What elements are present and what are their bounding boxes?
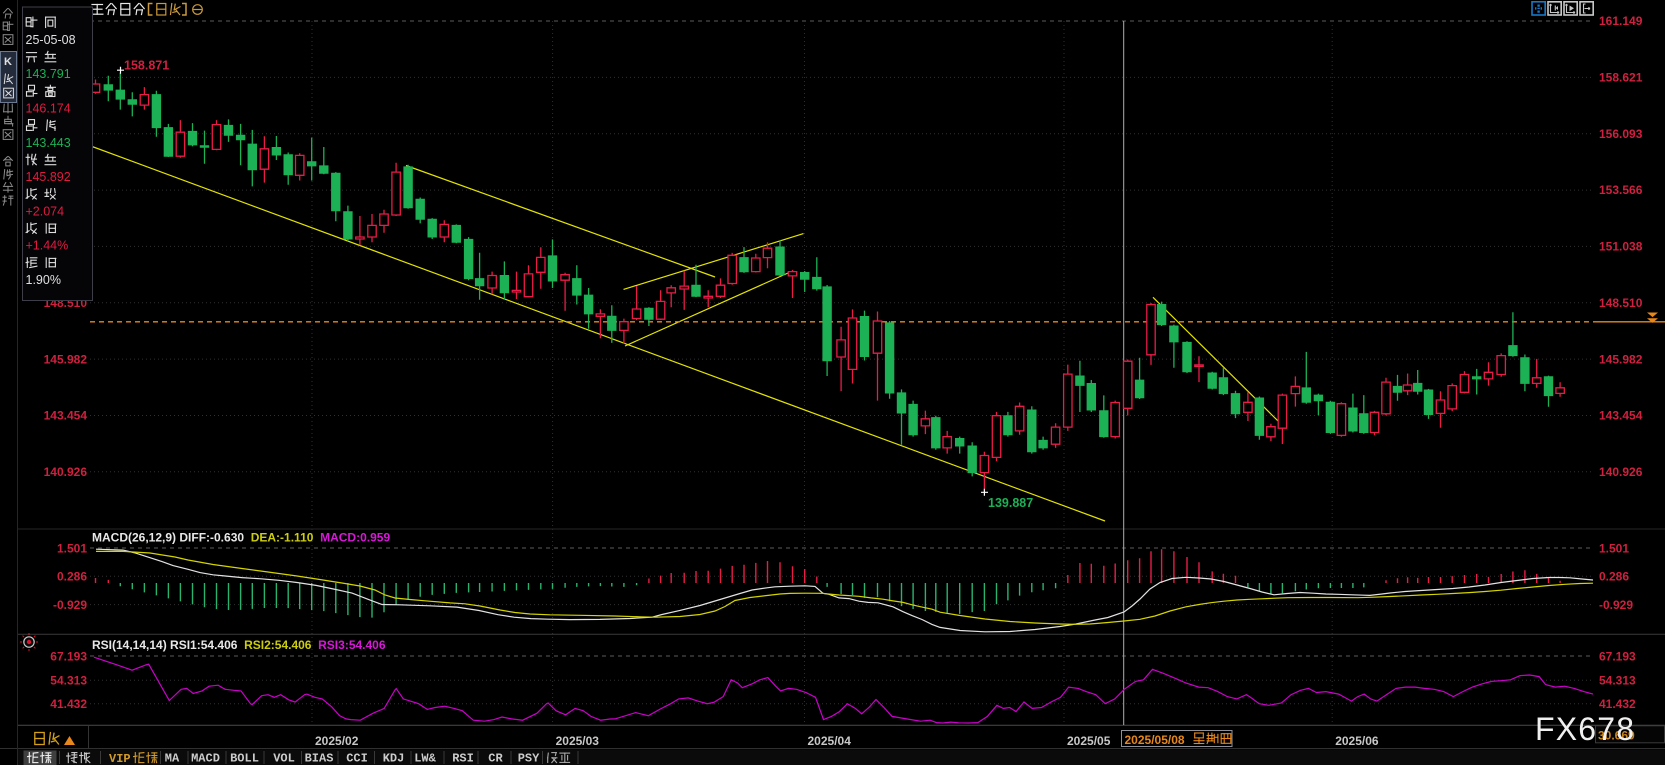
svg-text:143.443: 143.443	[26, 136, 71, 150]
svg-text:158.871: 158.871	[124, 59, 169, 73]
svg-text:CCI: CCI	[346, 752, 368, 765]
svg-text:161.149: 161.149	[1599, 14, 1643, 28]
svg-text:145.982: 145.982	[44, 352, 88, 366]
svg-text:K: K	[4, 56, 12, 68]
svg-text:30.669: 30.669	[1598, 729, 1635, 743]
svg-text:153.566: 153.566	[1599, 183, 1643, 197]
svg-text:MACD: MACD	[191, 752, 220, 765]
svg-text:139.887: 139.887	[988, 496, 1033, 510]
svg-text:158.621: 158.621	[1599, 71, 1643, 85]
svg-text:140.926: 140.926	[44, 465, 88, 479]
svg-text:0.286: 0.286	[1599, 570, 1629, 584]
svg-text:67.193: 67.193	[50, 649, 87, 663]
svg-text:-0.929: -0.929	[1599, 598, 1633, 612]
svg-text:2025/04: 2025/04	[808, 734, 852, 748]
svg-text:143.791: 143.791	[26, 67, 71, 81]
svg-text:2025/05: 2025/05	[1067, 734, 1111, 748]
svg-text:2025/05/08: 2025/05/08	[1125, 733, 1185, 747]
svg-text:CR: CR	[488, 752, 503, 765]
svg-text:KDJ: KDJ	[383, 752, 405, 765]
svg-text:143.454: 143.454	[44, 409, 88, 423]
svg-text:67.193: 67.193	[1599, 649, 1636, 663]
svg-text:0.286: 0.286	[57, 570, 87, 584]
svg-text:BIAS: BIAS	[305, 752, 334, 765]
svg-text:LW&: LW&	[414, 752, 436, 765]
svg-text:PSY: PSY	[518, 752, 540, 765]
svg-text:54.313: 54.313	[50, 674, 87, 688]
svg-text:FX678: FX678	[1535, 711, 1635, 747]
svg-text:2025/02: 2025/02	[315, 734, 359, 748]
svg-text:-0.929: -0.929	[53, 598, 87, 612]
svg-text:BOLL: BOLL	[230, 752, 259, 765]
svg-text:145.982: 145.982	[1599, 352, 1643, 366]
svg-text:RSI(14,14,14) RSI1:54.406 RSI: RSI(14,14,14) RSI1:54.406 RSI2:54.406 RS…	[92, 638, 386, 652]
svg-text:1.501: 1.501	[1599, 541, 1629, 555]
svg-text:RSI: RSI	[452, 752, 474, 765]
svg-text:VIP: VIP	[109, 752, 131, 765]
svg-text:140.926: 140.926	[1599, 465, 1643, 479]
svg-text:151.038: 151.038	[1599, 240, 1643, 254]
svg-text:2025/03: 2025/03	[556, 734, 600, 748]
svg-text:2025/06: 2025/06	[1335, 734, 1379, 748]
svg-text:+1.44%: +1.44%	[26, 239, 69, 253]
svg-text:1.90%: 1.90%	[26, 273, 61, 287]
svg-text:146.174: 146.174	[26, 101, 71, 115]
svg-text:25-05-08: 25-05-08	[26, 33, 76, 47]
svg-text:145.892: 145.892	[26, 170, 71, 184]
svg-text:156.093: 156.093	[1599, 127, 1643, 141]
svg-text:VOL: VOL	[273, 752, 295, 765]
svg-text:+2.074: +2.074	[26, 204, 65, 218]
svg-text:41.432: 41.432	[50, 697, 87, 711]
svg-text:MA: MA	[165, 752, 180, 765]
svg-text:54.313: 54.313	[1599, 674, 1636, 688]
svg-text:143.454: 143.454	[1599, 409, 1643, 423]
svg-text:41.432: 41.432	[1599, 697, 1636, 711]
svg-text:148.510: 148.510	[1599, 296, 1643, 310]
svg-text:MACD(26,12,9) DIFF:-0.630 DEA: MACD(26,12,9) DIFF:-0.630 DEA:-1.110 MAC…	[92, 531, 390, 545]
svg-text:1.501: 1.501	[57, 541, 87, 555]
